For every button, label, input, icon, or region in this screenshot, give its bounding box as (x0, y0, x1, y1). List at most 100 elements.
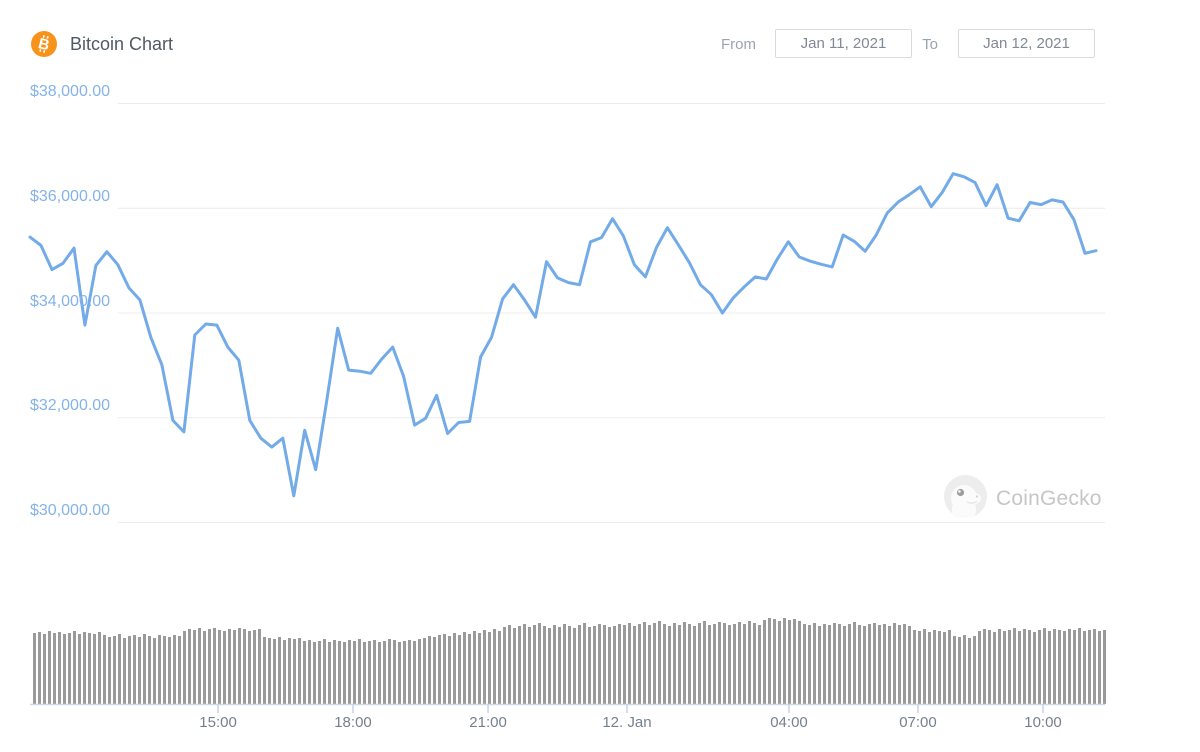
volume-bar (138, 637, 141, 704)
volume-bar (398, 642, 401, 704)
volume-bar (808, 625, 811, 704)
volume-bar (83, 632, 86, 704)
volume-bar (713, 624, 716, 704)
volume-bar (333, 640, 336, 704)
volume-bar (553, 625, 556, 704)
volume-bar (1103, 630, 1106, 704)
volume-bar (618, 624, 621, 704)
volume-bar (328, 642, 331, 704)
volume-bar (1098, 631, 1101, 704)
volume-bar (853, 622, 856, 704)
volume-bar (208, 629, 211, 704)
volume-bar (628, 623, 631, 704)
volume-bar (223, 631, 226, 704)
y-axis-label: $38,000.00 (30, 83, 111, 100)
volume-bar (558, 627, 561, 704)
volume-bar (768, 618, 771, 704)
volume-bar (1043, 628, 1046, 704)
volume-bar (388, 639, 391, 704)
volume-bar (653, 623, 656, 704)
volume-bar (188, 629, 191, 704)
volume-bar (843, 626, 846, 704)
volume-bar (393, 640, 396, 704)
volume-bar (298, 638, 301, 704)
volume-bar (1033, 632, 1036, 704)
volume-bar (408, 640, 411, 704)
volume-bar (878, 625, 881, 704)
x-axis-label: 12. Jan (602, 714, 652, 731)
volume-bar (983, 629, 986, 704)
volume-bar (803, 624, 806, 704)
volume-bar (818, 626, 821, 704)
volume-bar (378, 642, 381, 704)
volume-bar (413, 641, 416, 704)
volume-bar (563, 624, 566, 704)
to-date-input[interactable] (958, 29, 1095, 58)
volume-bar (838, 624, 841, 704)
volume-bar (358, 639, 361, 704)
volume-bar (658, 621, 661, 704)
volume-bar (518, 626, 521, 704)
volume-bar (1048, 631, 1051, 704)
volume-bar (743, 624, 746, 704)
volume-bar (283, 640, 286, 704)
volume-bar (1003, 631, 1006, 704)
volume-bar (103, 635, 106, 704)
volume-bar (813, 623, 816, 704)
volume-bar (648, 625, 651, 704)
volume-bar (588, 627, 591, 704)
volume-bar (958, 637, 961, 704)
volume-bar (758, 625, 761, 704)
x-axis-label: 07:00 (899, 714, 937, 731)
volume-bar (948, 630, 951, 704)
volume-bar (633, 626, 636, 704)
volume-bar (968, 638, 971, 704)
volume-bar (1018, 631, 1021, 704)
volume-bar (933, 630, 936, 704)
volume-bar (123, 638, 126, 704)
volume-bar (63, 634, 66, 704)
volume-bar (483, 630, 486, 704)
volume-bar (1028, 630, 1031, 704)
volume-bar (143, 634, 146, 704)
volume-bar (1038, 630, 1041, 704)
volume-bar (448, 636, 451, 704)
volume-bar (593, 626, 596, 704)
watermark-text: CoinGecko (996, 487, 1102, 510)
volume-bar (383, 641, 386, 704)
volume-bar (938, 631, 941, 704)
volume-bar (493, 629, 496, 704)
volume-bar (798, 621, 801, 704)
volume-bar (48, 631, 51, 704)
volume-bar (133, 635, 136, 704)
volume-bar (833, 623, 836, 704)
volume-bar (858, 625, 861, 704)
volume-bar (528, 627, 531, 704)
volume-bar (88, 633, 91, 704)
volume-bar (928, 632, 931, 704)
volume-bar (353, 641, 356, 704)
volume-bar (668, 626, 671, 704)
volume-bar (233, 630, 236, 704)
volume-bar (998, 629, 1001, 704)
volume-bar (623, 625, 626, 704)
volume-bar (728, 625, 731, 704)
volume-bar (903, 624, 906, 704)
volume-bar (1078, 628, 1081, 704)
volume-bar (953, 636, 956, 704)
volume-bar (273, 639, 276, 704)
y-axis-label: $34,000.00 (30, 292, 111, 310)
volume-bar (703, 621, 706, 704)
volume-bar (158, 635, 161, 704)
volume-bar (1013, 628, 1016, 704)
volume-bar (1063, 631, 1066, 704)
volume-bar (373, 640, 376, 704)
volume-bar (733, 624, 736, 704)
volume-bar (113, 636, 116, 704)
x-axis-label: 10:00 (1024, 714, 1062, 731)
volume-bar (213, 628, 216, 704)
volume-bar (248, 631, 251, 704)
volume-bar (308, 640, 311, 704)
from-date-input[interactable] (775, 29, 912, 58)
